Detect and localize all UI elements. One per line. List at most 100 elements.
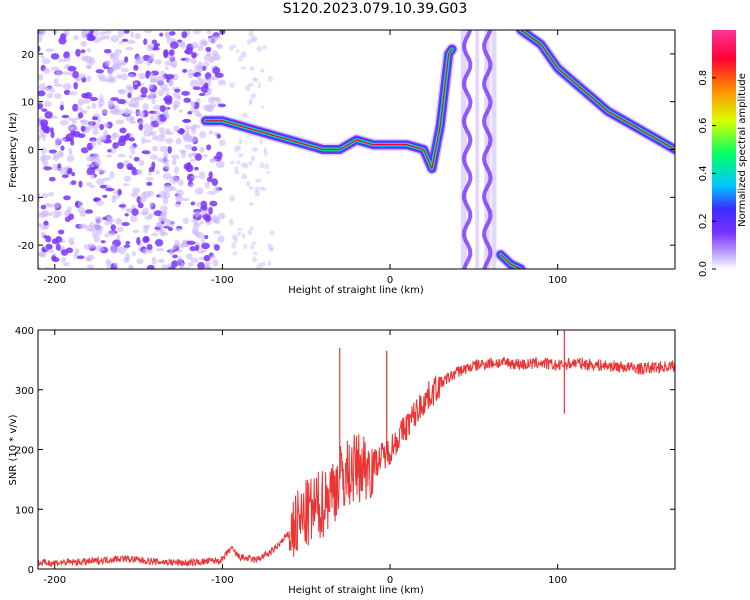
noise-blob: [204, 234, 209, 240]
noise-blob: [117, 188, 122, 196]
noise-blob: [91, 116, 99, 121]
noise-blob: [211, 178, 219, 187]
noise-blob: [264, 163, 270, 170]
noise-blob: [109, 244, 117, 253]
noise-blob: [202, 154, 209, 158]
noise-blob: [149, 75, 155, 84]
noise-blob: [105, 134, 112, 140]
noise-blob: [178, 109, 183, 113]
noise-blob: [71, 171, 76, 177]
noise-blob: [123, 175, 131, 182]
noise-blob: [124, 253, 131, 261]
noise-blob: [119, 127, 127, 134]
noise-blob: [177, 39, 183, 43]
noise-blob: [168, 49, 175, 56]
noise-blob: [131, 251, 137, 257]
noise-blob: [177, 95, 182, 100]
noise-blob: [146, 45, 153, 52]
noise-blob: [138, 72, 146, 80]
noise-blob: [90, 174, 95, 180]
noise-blob: [162, 172, 172, 180]
noise-blob: [61, 174, 69, 178]
x-tick-label: -100: [211, 275, 234, 286]
noise-blob: [150, 154, 158, 160]
noise-blob: [190, 102, 196, 108]
noise-blob: [174, 239, 180, 248]
noise-blob: [161, 264, 168, 269]
noise-blob: [144, 139, 152, 143]
chirp-upper: [520, 30, 675, 151]
y-tick-label: -10: [18, 193, 34, 204]
noise-blob: [165, 73, 175, 80]
noise-blob: [173, 99, 181, 107]
noise-blob: [203, 254, 211, 262]
noise-blob: [52, 155, 60, 161]
x-tick-label: -100: [211, 575, 234, 586]
noise-blob: [174, 202, 180, 208]
noise-blob: [259, 138, 263, 145]
noise-blob: [104, 60, 111, 67]
noise-blob: [61, 71, 71, 75]
y-tick-label: 10: [21, 98, 34, 109]
noise-blob: [207, 96, 216, 104]
noise-blob: [181, 90, 191, 96]
noise-blob: [140, 211, 149, 216]
noise-blob: [243, 243, 248, 250]
noise-blob: [143, 225, 149, 234]
noise-blob: [72, 35, 79, 41]
noise-blob: [206, 144, 212, 151]
noise-blob: [260, 68, 265, 73]
noise-blob: [206, 30, 212, 35]
noise-blob: [101, 109, 109, 115]
noise-blob: [131, 168, 139, 176]
noise-blob: [41, 210, 49, 218]
noise-blob: [171, 154, 180, 160]
noise-blob: [107, 149, 112, 153]
noise-blob: [205, 221, 213, 226]
noise-blob: [155, 248, 165, 252]
noise-blob: [82, 109, 88, 115]
stripe: [460, 30, 467, 269]
y-tick-label: 200: [15, 446, 34, 457]
noise-blob: [125, 208, 132, 212]
noise-blob: [43, 67, 51, 74]
noise-blob: [136, 169, 143, 175]
noise-blob: [183, 97, 191, 103]
noise-blob: [91, 102, 97, 109]
noise-blob: [68, 213, 74, 220]
noise-blob: [250, 155, 256, 162]
colorbar-ticks: 0.0 0.2 0.4 0.6 0.8: [698, 70, 716, 277]
noise-blob: [117, 226, 124, 233]
noise-blob: [156, 121, 165, 125]
noise-blob: [248, 30, 254, 37]
noise-blob: [259, 162, 265, 169]
chirp-lower: [500, 254, 522, 269]
vertical-mode: [461, 30, 473, 269]
colorbar-tick-label: 0.8: [698, 70, 709, 86]
noise-blob: [268, 244, 274, 251]
noise-blob: [99, 123, 105, 131]
noise-blob: [197, 64, 204, 73]
noise-blob: [169, 175, 179, 184]
noise-blob: [80, 125, 86, 132]
noise-blob: [268, 247, 274, 252]
noise-blob: [213, 244, 220, 251]
x-tick-label: 100: [548, 575, 567, 586]
noise-blob: [233, 237, 238, 244]
noise-blob: [199, 220, 204, 225]
noise-blob: [190, 107, 196, 113]
noise-blob: [192, 30, 201, 35]
noise-blob: [157, 75, 166, 81]
noise-blob: [94, 158, 102, 167]
noise-blob: [267, 75, 273, 82]
noise-blob: [194, 153, 203, 161]
noise-blob: [159, 105, 166, 113]
noise-blob: [57, 229, 65, 235]
noise-blob: [96, 118, 102, 124]
noise-blob: [95, 69, 105, 74]
noise-blob: [68, 91, 78, 96]
noise-blob: [139, 197, 147, 203]
noise-blob: [241, 173, 248, 180]
noise-blob: [208, 130, 214, 135]
